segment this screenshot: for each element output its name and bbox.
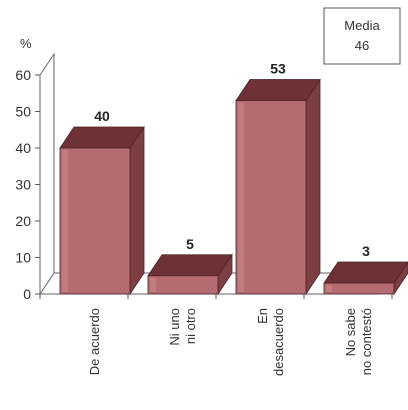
- bar-data-label: 53: [270, 61, 286, 77]
- bar-highlight: [62, 150, 68, 292]
- bar-data-label: 40: [94, 108, 110, 124]
- bar-side: [305, 78, 321, 296]
- x-category-label: En: [255, 308, 270, 324]
- y-tick-label: 20: [15, 213, 31, 229]
- media-label: Media: [344, 18, 380, 33]
- text-layer: 0 10 20 30 40 50 60 40 De acuerdo 5 Ni uno ni otro 5…: [15, 61, 374, 376]
- y-tick-label: 50: [15, 104, 31, 120]
- media-box: [323, 7, 401, 65]
- y-axis-wall: [39, 52, 55, 296]
- bar-highlight: [238, 102, 244, 292]
- bar-top: [323, 261, 408, 284]
- y-tick-label: 30: [15, 177, 31, 193]
- bar-side: [129, 125, 145, 296]
- bar-front: [235, 100, 307, 295]
- bar-front: [59, 147, 131, 295]
- x-category-label: Ni uno: [167, 308, 182, 346]
- y-tick-label: 0: [23, 286, 31, 302]
- bar: [147, 253, 233, 296]
- bar-top: [147, 254, 233, 277]
- bar-front: [147, 275, 219, 295]
- bar-highlight: [326, 285, 332, 292]
- bar-data-label: 3: [362, 243, 370, 259]
- bars-layer: [59, 78, 408, 296]
- bar-highlight: [150, 277, 156, 292]
- bar-top: [59, 126, 145, 149]
- x-category-label: desacuerdo: [271, 308, 286, 376]
- media-value: 46: [355, 38, 369, 53]
- bar: [323, 261, 408, 296]
- bar: [59, 125, 145, 296]
- bar: [235, 78, 321, 296]
- y-tick-label: 60: [15, 67, 31, 83]
- y-axis-unit: %: [20, 36, 32, 51]
- y-tick-label: 10: [15, 250, 31, 266]
- media-annotation: Media 46: [323, 7, 401, 65]
- x-category-label: De acuerdo: [87, 308, 102, 375]
- bar-top: [235, 79, 321, 101]
- bar-front: [323, 282, 395, 295]
- bar-data-label: 5: [186, 236, 194, 252]
- x-category-label: no contestó: [359, 308, 374, 375]
- y-tick-label: 40: [15, 140, 31, 156]
- x-category-label: ni otro: [183, 308, 198, 344]
- x-category-label: No sabe: [343, 308, 358, 356]
